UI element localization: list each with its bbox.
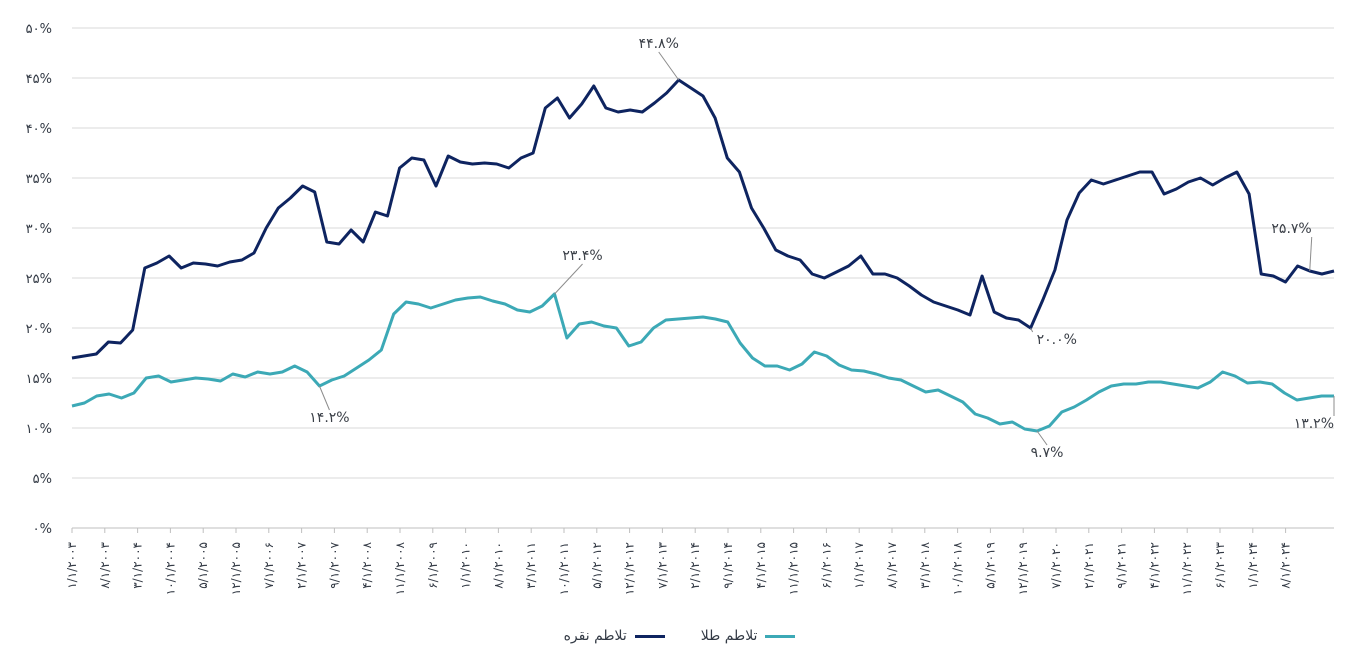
annotation-label: ۲۵.۷%	[1271, 221, 1311, 237]
y-tick-label: ۱۵%	[26, 372, 52, 387]
annotation-leader	[318, 385, 330, 411]
y-tick-label: ۳۵%	[26, 172, 52, 187]
x-tick-label: ۱۲/۱/۲۰۱۹	[1016, 542, 1030, 595]
y-tick-label: ۱۰%	[26, 422, 52, 437]
x-tick-label: ۱/۱/۲۰۱۷	[852, 541, 866, 588]
x-tick-label: ۵/۱/۲۰۱۲	[590, 542, 604, 589]
y-tick-label: ۳۰%	[26, 222, 52, 237]
annotation-label: ۴۴.۸%	[639, 36, 679, 52]
y-tick-label: ۵۰%	[26, 22, 52, 37]
x-tick-label: ۳/۱/۲۰۱۱	[524, 542, 538, 589]
y-tick-label: ۲۰%	[26, 322, 52, 337]
annotation-label: ۲۳.۴%	[562, 248, 602, 264]
x-tick-label: ۹/۱/۲۰۱۴	[721, 542, 735, 589]
x-tick-label: ۱۲/۱/۲۰۰۵	[229, 542, 243, 595]
x-tick-label: ۸/۱/۲۰۰۳	[98, 541, 112, 588]
annotation-leader	[1036, 430, 1048, 446]
x-tick-label: ۸/۱/۲۰۱۷	[885, 541, 899, 588]
legend-item-silver: تلاطم نقره	[564, 628, 665, 644]
x-tick-label: ۳/۱/۲۰۱۸	[918, 541, 932, 588]
x-tick-label: ۴/۱/۲۰۱۵	[754, 542, 768, 589]
annotation-label: ۲۰.۰%	[1037, 332, 1077, 348]
x-tick-label: ۹/۱/۲۰۲۱	[1115, 542, 1129, 589]
annotation-leader	[1309, 236, 1313, 272]
annotation-leader	[658, 51, 680, 81]
x-tick-label: ۸/۱/۲۰۱۰	[491, 542, 505, 589]
x-tick-label: ۷/۱/۲۰۲۰	[1049, 542, 1063, 589]
x-tick-label: ۱۰/۱/۲۰۱۸	[951, 541, 965, 595]
y-tick-label: ۲۵%	[26, 272, 52, 287]
x-tick-label: ۲/۱/۲۰۰۷	[295, 541, 309, 588]
x-tick-label: ۸/۱/۲۰۲۴	[1279, 542, 1293, 589]
x-tick-label: ۹/۱/۲۰۰۷	[327, 541, 341, 588]
y-tick-label: ۵%	[33, 472, 52, 487]
x-tick-label: ۱۰/۱/۲۰۰۴	[163, 542, 177, 595]
series-line-0	[71, 78, 1335, 360]
annotation-leader	[1030, 327, 1034, 333]
x-tick-label: ۴/۱/۲۰۲۲	[1147, 542, 1161, 589]
legend-gold-label: تلاطم طلا	[700, 628, 758, 644]
y-tick-label: ۴۵%	[26, 72, 52, 87]
x-tick-label: ۱۰/۱/۲۰۱۱	[557, 542, 571, 595]
silver-swatch	[634, 634, 665, 638]
x-tick-label: ۱۲/۱/۲۰۱۲	[623, 542, 637, 595]
y-tick-label: ۴۰%	[26, 122, 52, 137]
x-tick-label: ۶/۱/۲۰۱۶	[819, 542, 833, 589]
chart-legend: تلاطم طلا تلاطم نقره	[0, 628, 1359, 644]
legend-item-gold: تلاطم طلا	[701, 628, 796, 644]
x-tick-label: ۱۱/۱/۲۰۲۲	[1180, 542, 1194, 595]
gold-swatch	[765, 634, 796, 638]
x-tick-label: ۱۱/۱/۲۰۱۵	[787, 542, 801, 595]
x-tick-label: ۷/۱/۲۰۰۶	[262, 542, 276, 589]
x-tick-label: ۶/۱/۲۰۲۳	[1213, 541, 1227, 588]
annotation-label: ۱۳.۲%	[1294, 416, 1334, 432]
y-tick-label: ۰%	[33, 522, 52, 537]
legend-silver-label: تلاطم نقره	[563, 628, 627, 644]
x-tick-label: ۶/۱/۲۰۰۹	[426, 542, 440, 589]
x-tick-label: ۱۱/۱/۲۰۰۸	[393, 541, 407, 595]
x-tick-label: ۴/۱/۲۰۰۸	[360, 541, 374, 588]
annotation-leader	[554, 263, 583, 295]
x-tick-label: ۲/۱/۲۰۲۱	[1082, 542, 1096, 589]
x-tick-label: ۱/۱/۲۰۲۴	[1246, 542, 1260, 589]
annotation-label: ۹.۷%	[1031, 445, 1064, 461]
x-tick-label: ۵/۱/۲۰۱۹	[983, 542, 997, 589]
x-tick-label: ۳/۱/۲۰۰۴	[131, 542, 145, 589]
x-tick-label: ۱/۱/۲۰۱۰	[459, 542, 473, 589]
series-line-1	[71, 292, 1334, 433]
x-tick-label: ۷/۱/۲۰۱۳	[655, 541, 669, 588]
x-tick-label: ۲/۱/۲۰۱۴	[688, 542, 702, 589]
x-tick-label: ۱/۱/۲۰۰۳	[65, 541, 79, 588]
annotation-label: ۱۴.۲%	[309, 410, 349, 426]
x-tick-label: ۵/۱/۲۰۰۵	[196, 542, 210, 589]
